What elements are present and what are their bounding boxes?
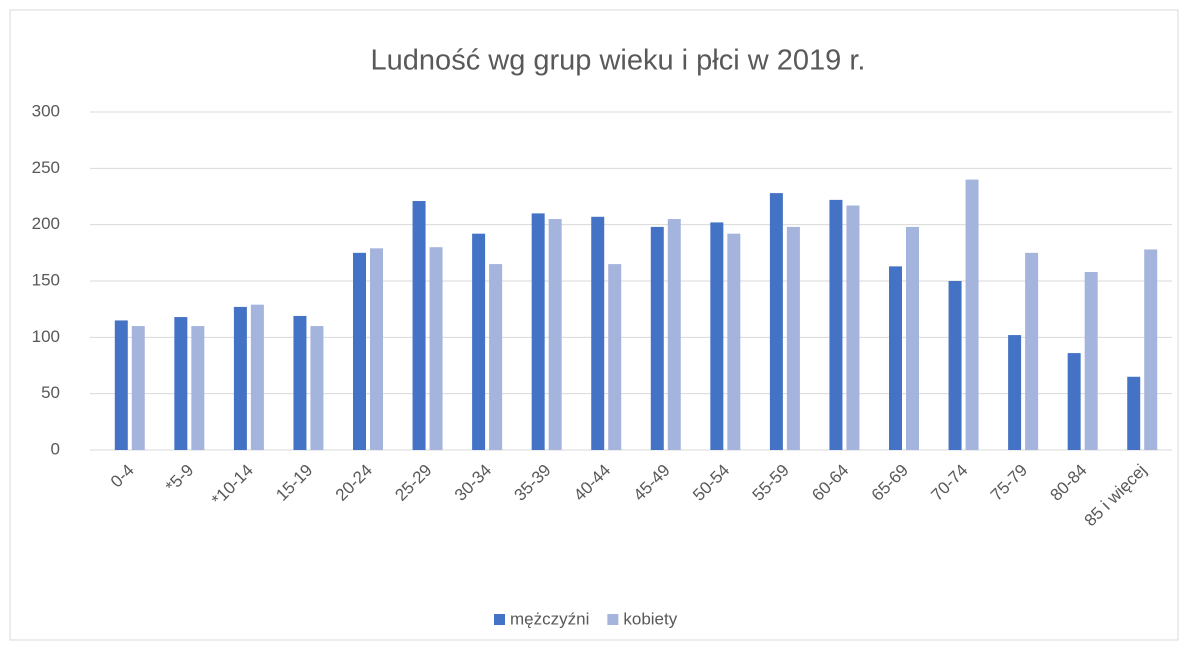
bar bbox=[1008, 335, 1022, 450]
bar bbox=[769, 193, 783, 450]
bar bbox=[650, 226, 664, 450]
bar bbox=[829, 199, 843, 450]
bar bbox=[889, 266, 902, 450]
bar bbox=[1067, 353, 1081, 450]
legend-label: mężczyźni bbox=[510, 609, 589, 628]
bar bbox=[1144, 249, 1158, 450]
bar bbox=[353, 252, 366, 450]
y-tick-label: 0 bbox=[51, 439, 60, 458]
bar bbox=[710, 222, 724, 450]
bar bbox=[412, 201, 426, 450]
legend-label: kobiety bbox=[623, 609, 677, 628]
bar bbox=[114, 320, 128, 450]
bar bbox=[472, 233, 486, 450]
bar bbox=[1025, 252, 1039, 450]
y-tick-label: 300 bbox=[32, 101, 60, 120]
bar bbox=[1084, 271, 1098, 450]
bar bbox=[548, 219, 562, 450]
bar bbox=[310, 326, 324, 450]
bar bbox=[191, 326, 205, 450]
legend-swatch bbox=[494, 614, 505, 625]
bar bbox=[131, 326, 145, 450]
bar bbox=[965, 179, 979, 450]
bar bbox=[948, 281, 962, 450]
bar bbox=[233, 306, 247, 450]
bar bbox=[250, 304, 264, 450]
y-tick-label: 150 bbox=[32, 270, 60, 289]
y-tick-label: 50 bbox=[41, 383, 60, 402]
bar bbox=[531, 213, 545, 450]
legend-swatch bbox=[607, 614, 619, 625]
bar bbox=[906, 226, 919, 450]
bar bbox=[727, 233, 741, 450]
bar bbox=[667, 219, 681, 450]
bar bbox=[489, 264, 503, 450]
bar bbox=[786, 226, 800, 450]
bar bbox=[370, 248, 383, 450]
y-tick-label: 100 bbox=[32, 327, 60, 346]
bar bbox=[846, 205, 860, 450]
bar bbox=[174, 317, 188, 450]
y-tick-label: 250 bbox=[32, 158, 60, 177]
y-tick-label: 200 bbox=[32, 214, 60, 233]
bar bbox=[429, 247, 443, 450]
chart-title: Ludność wg grup wieku i płci w 2019 r. bbox=[371, 45, 866, 77]
bar bbox=[293, 315, 307, 450]
bar bbox=[591, 216, 605, 450]
bar bbox=[1127, 376, 1141, 450]
bar bbox=[608, 264, 622, 450]
